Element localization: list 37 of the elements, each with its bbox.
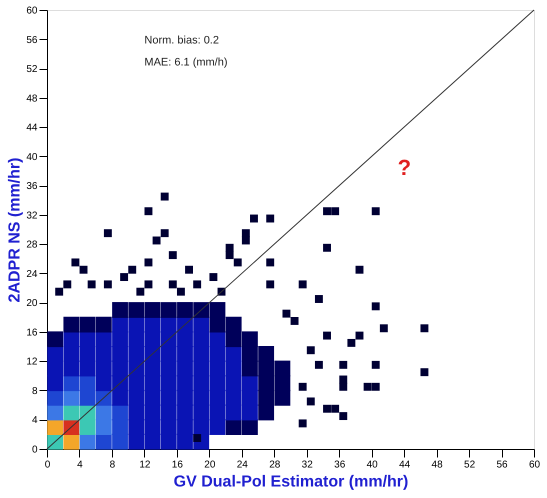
y-tick-label: 8 xyxy=(32,386,38,397)
y-tick-label: 16 xyxy=(26,327,38,338)
x-tick-label: 12 xyxy=(139,460,151,470)
y-tick-label: 48 xyxy=(26,93,38,104)
y-tick-label: 28 xyxy=(26,240,38,251)
y-tick-label: 52 xyxy=(26,64,38,76)
y-tick-label: 4 xyxy=(32,415,38,426)
x-tick-label: 16 xyxy=(172,460,184,470)
annotation: MAE: 6.1 (mm/h) xyxy=(144,56,228,69)
y-tick-label: 0 xyxy=(32,444,38,456)
y-tick-label: 40 xyxy=(26,152,38,163)
x-tick-label: 56 xyxy=(496,460,508,470)
y-tick-label: 12 xyxy=(26,356,38,368)
annotation: Norm. bias: 0.2 xyxy=(144,34,219,47)
y-tick-label: 56 xyxy=(26,34,38,46)
x-tick-label: 36 xyxy=(334,460,346,470)
x-tick-label: 48 xyxy=(432,460,444,470)
x-tick-label: 0 xyxy=(44,460,51,470)
x-tick-label: 32 xyxy=(302,460,314,470)
y-tick-label: 60 xyxy=(26,6,38,16)
annotation: ? xyxy=(398,155,412,180)
x-tick-label: 20 xyxy=(204,460,216,470)
x-tick-label: 24 xyxy=(236,460,248,470)
x-tick-label: 40 xyxy=(366,460,378,470)
y-tick-label: 24 xyxy=(26,268,38,280)
x-tick-label: 52 xyxy=(464,460,476,470)
y-tick-label: 32 xyxy=(26,210,38,222)
x-tick-label: 4 xyxy=(77,460,84,470)
x-axis-title: GV Dual-Pol Estimator (mm/hr) xyxy=(174,474,408,490)
x-tick-label: 44 xyxy=(399,460,411,470)
y-tick-label: 20 xyxy=(26,298,38,310)
y-tick-label: 36 xyxy=(26,181,38,192)
y-axis-title: 2ADPR NS (mm/hr) xyxy=(6,158,24,302)
x-tick-label: 60 xyxy=(528,460,540,470)
x-tick-label: 8 xyxy=(110,460,116,470)
x-tick-label: 28 xyxy=(269,460,281,470)
y-tick-label: 44 xyxy=(26,122,38,134)
